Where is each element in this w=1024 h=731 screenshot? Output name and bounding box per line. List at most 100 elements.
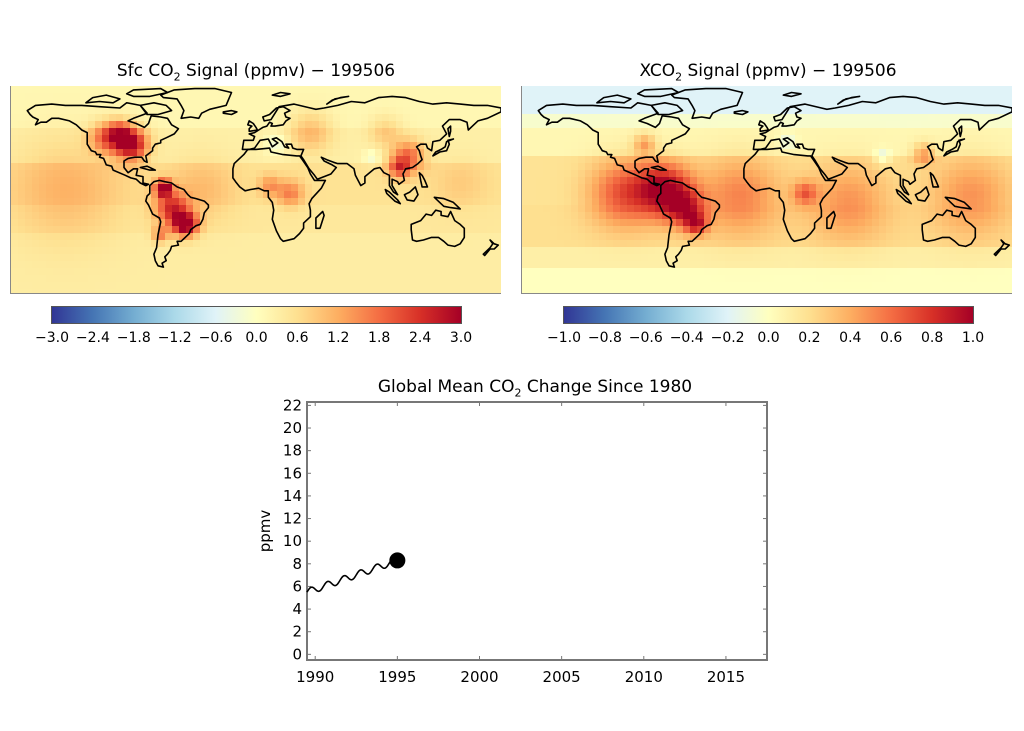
heatmap-cell [746, 149, 754, 157]
heatmap-cell [242, 191, 250, 199]
heatmap-cell [718, 121, 726, 129]
heatmap-cell [375, 177, 383, 185]
heatmap-cell [886, 254, 894, 262]
heatmap-cell [403, 191, 411, 199]
heatmap-cell [102, 86, 110, 94]
heatmap-cell [263, 268, 271, 276]
heatmap-cell [284, 254, 292, 262]
heatmap-cell [886, 142, 894, 150]
heatmap-cell [984, 261, 992, 269]
heatmap-cell [844, 100, 852, 108]
heatmap-cell [872, 233, 880, 241]
heatmap-cell [354, 156, 362, 164]
heatmap-cell [18, 156, 26, 164]
heatmap-cell [228, 219, 236, 227]
heatmap-cell [417, 163, 425, 171]
heatmap-cell [480, 121, 488, 129]
heatmap-cell [585, 275, 593, 283]
heatmap-cell [424, 142, 432, 150]
heatmap-cell [753, 93, 761, 101]
heatmap-cell [1005, 135, 1012, 143]
heatmap-cell [760, 240, 768, 248]
heatmap-cell [907, 289, 915, 293]
heatmap-cell [837, 205, 845, 213]
heatmap-cell [648, 107, 656, 115]
heatmap-cell [746, 275, 754, 283]
heatmap-cell [424, 191, 432, 199]
heatmap-cell [753, 114, 761, 122]
heatmap-cell [606, 275, 614, 283]
heatmap-cell [795, 198, 803, 206]
heatmap-cell [893, 177, 901, 185]
heatmap-cell [627, 282, 635, 290]
heatmap-cell [690, 289, 698, 293]
heatmap-cell [851, 177, 859, 185]
heatmap-cell [193, 170, 201, 178]
heatmap-cell [907, 163, 915, 171]
heatmap-cell [319, 198, 327, 206]
heatmap-cell [487, 289, 495, 293]
heatmap-cell [746, 100, 754, 108]
heatmap-cell [459, 177, 467, 185]
heatmap-cell [424, 121, 432, 129]
heatmap-cell [683, 191, 691, 199]
heatmap-cell [564, 198, 572, 206]
heatmap-cell [746, 135, 754, 143]
heatmap-cell [207, 163, 215, 171]
heatmap-cell [445, 177, 453, 185]
heatmap-cell [319, 261, 327, 269]
heatmap-cell [151, 156, 159, 164]
heatmap-cell [879, 86, 887, 94]
heatmap-cell [606, 149, 614, 157]
heatmap-cell [599, 275, 607, 283]
heatmap-cell [914, 226, 922, 234]
heatmap-cell [809, 135, 817, 143]
heatmap-cell [725, 93, 733, 101]
heatmap-cell [725, 212, 733, 220]
heatmap-cell [312, 142, 320, 150]
heatmap-cell [571, 198, 579, 206]
heatmap-cell [333, 275, 341, 283]
heatmap-cell [88, 254, 96, 262]
heatmap-cell [298, 191, 306, 199]
heatmap-cell [256, 191, 264, 199]
heatmap-cell [816, 170, 824, 178]
heatmap-cell [529, 212, 537, 220]
heatmap-cell [67, 219, 75, 227]
heatmap-cell [732, 282, 740, 290]
heatmap-cell [599, 149, 607, 157]
heatmap-cell [648, 247, 656, 255]
heatmap-cell [67, 93, 75, 101]
heatmap-cell [795, 107, 803, 115]
heatmap-cell [312, 156, 320, 164]
heatmap-cell [648, 254, 656, 262]
heatmap-cell [221, 198, 229, 206]
heatmap-cell [942, 261, 950, 269]
heatmap-cell [424, 268, 432, 276]
heatmap-cell [788, 86, 796, 94]
heatmap-cell [116, 114, 124, 122]
heatmap-cell [389, 226, 397, 234]
heatmap-cell [431, 226, 439, 234]
heatmap-cell [340, 191, 348, 199]
heatmap-cell [67, 198, 75, 206]
heatmap-cell [627, 219, 635, 227]
heatmap-cell [865, 240, 873, 248]
heatmap-cell [662, 226, 670, 234]
heatmap-cell [648, 114, 656, 122]
heatmap-cell [403, 282, 411, 290]
heatmap-cell [809, 261, 817, 269]
heatmap-cell [382, 86, 390, 94]
heatmap-cell [221, 205, 229, 213]
heatmap-cell [907, 261, 915, 269]
heatmap-cell [284, 121, 292, 129]
heatmap-cell [494, 86, 501, 94]
heatmap-cell [928, 142, 936, 150]
heatmap-cell [452, 268, 460, 276]
heatmap-cell [753, 261, 761, 269]
heatmap-cell [214, 219, 222, 227]
heatmap-cell [473, 100, 481, 108]
heatmap-cell [305, 198, 313, 206]
heatmap-cell [851, 156, 859, 164]
heatmap-cell [130, 282, 138, 290]
